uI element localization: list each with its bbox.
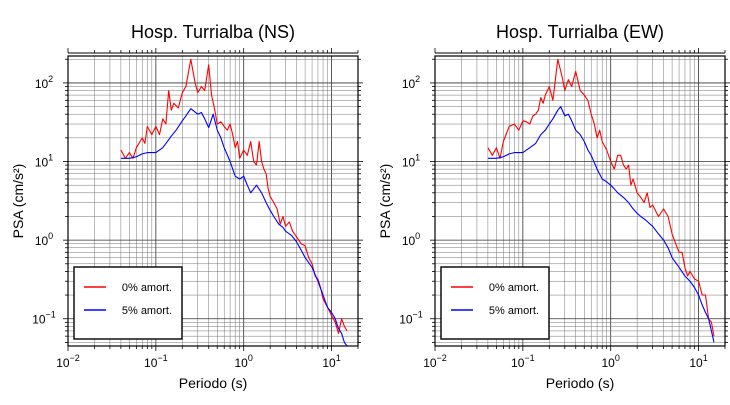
x-tick-label-base: 10	[602, 356, 616, 370]
y-tick-label: 100	[35, 231, 53, 248]
axis-ticks	[430, 48, 730, 351]
chart-title: Hosp. Turrialba (NS)	[131, 22, 295, 42]
y-tick-label: 10−1	[32, 310, 56, 327]
y-tick-label-exponent: 2	[415, 74, 420, 84]
y-tick-label: 10−1	[399, 310, 423, 327]
y-tick-label-exponent: 1	[415, 153, 420, 163]
y-tick-label-exponent: 0	[48, 231, 53, 241]
plot-frame	[67, 55, 359, 347]
x-tick-label-base: 10	[144, 356, 158, 370]
y-tick-label-base: 10	[32, 313, 46, 327]
x-tick-label-exponent: −1	[157, 353, 167, 363]
series-line-damped	[120, 108, 348, 347]
y-tick-label-exponent: −1	[413, 310, 423, 320]
x-tick-label-exponent: 1	[703, 353, 708, 363]
legend-label: 5% amort.	[122, 305, 172, 317]
x-tick-label-base: 10	[511, 356, 525, 370]
y-tick-label-base: 10	[402, 234, 416, 248]
axis-ticks	[63, 48, 363, 351]
x-tick-label-exponent: 0	[615, 353, 620, 363]
x-tick-label: 10−2	[423, 353, 447, 370]
x-axis-label: Periodo (s)	[179, 375, 247, 391]
x-tick-label: 101	[322, 353, 340, 370]
x-tick-label-exponent: −1	[524, 353, 534, 363]
x-tick-label: 10−1	[144, 353, 168, 370]
y-tick-label-exponent: 1	[48, 153, 53, 163]
legend-label: 0% amort.	[489, 282, 539, 294]
y-tick-label-exponent: −1	[46, 310, 56, 320]
x-tick-label-base: 10	[322, 356, 336, 370]
legend-box	[73, 266, 183, 340]
y-tick-label: 101	[402, 153, 420, 170]
series-line-undamped	[120, 58, 348, 334]
y-tick-label-base: 10	[35, 234, 49, 248]
x-axis-label: Periodo (s)	[546, 375, 614, 391]
x-tick-label-exponent: 1	[336, 353, 341, 363]
x-tick-label-base: 10	[235, 356, 249, 370]
y-tick-label-base: 10	[35, 156, 49, 170]
x-tick-label: 101	[689, 353, 707, 370]
x-tick-label: 10−2	[56, 353, 80, 370]
y-tick-label: 101	[35, 153, 53, 170]
x-tick-label: 100	[602, 353, 620, 370]
y-tick-label-exponent: 2	[48, 74, 53, 84]
plot-frame	[434, 55, 726, 347]
y-tick-label: 102	[402, 74, 420, 91]
y-tick-label: 100	[402, 231, 420, 248]
y-tick-label-base: 10	[402, 77, 416, 91]
x-tick-label-base: 10	[56, 356, 70, 370]
y-tick-label-base: 10	[399, 313, 413, 327]
x-tick-label-base: 10	[423, 356, 437, 370]
x-tick-label-exponent: −2	[70, 353, 80, 363]
y-axis-label: PSA (cm/s²)	[377, 164, 393, 239]
chart-title: Hosp. Turrialba (EW)	[496, 22, 664, 42]
legend: 0% amort. 5% amort.	[73, 266, 183, 340]
legend-box	[440, 266, 550, 340]
x-tick-label-base: 10	[689, 356, 703, 370]
legend-label: 0% amort.	[122, 282, 172, 294]
y-axis-label: PSA (cm/s²)	[10, 164, 26, 239]
x-tick-label-exponent: −2	[437, 353, 447, 363]
x-tick-label: 100	[235, 353, 253, 370]
x-tick-label: 10−1	[511, 353, 535, 370]
series-line-undamped	[487, 58, 715, 337]
y-tick-label-base: 10	[402, 156, 416, 170]
legend-label: 5% amort.	[489, 305, 539, 317]
y-tick-label-exponent: 0	[415, 231, 420, 241]
y-tick-label: 102	[35, 74, 53, 91]
legend: 0% amort. 5% amort.	[440, 266, 550, 340]
series-line-damped	[487, 106, 715, 343]
grid	[434, 56, 726, 346]
x-tick-label-exponent: 0	[248, 353, 253, 363]
y-tick-label-base: 10	[35, 77, 49, 91]
